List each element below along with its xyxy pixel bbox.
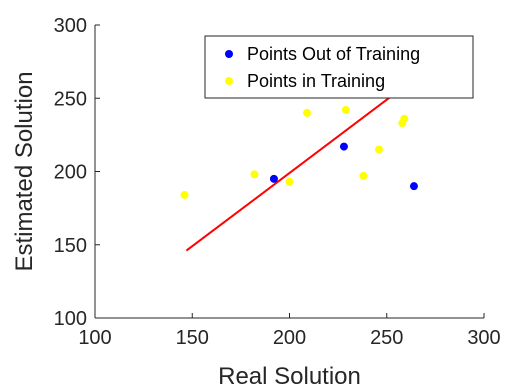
legend-marker [225,50,233,58]
legend-label: Points Out of Training [247,44,420,64]
legend-marker [225,77,233,85]
scatter-point [400,114,409,123]
x-axis-label: Real Solution [218,363,361,387]
scatter-point [303,108,312,117]
scatter-point [250,170,259,179]
scatter-point [285,177,294,186]
series-in-training [180,105,409,199]
y-tick-label: 100 [54,308,87,330]
y-axis-label: Estimated Solution [11,71,38,271]
x-tick-label: 150 [176,327,209,349]
axis-labels: Real Solution Estimated Solution [11,71,361,387]
axes: 100 150 200 250 300 100 150 200 250 300 [54,15,501,349]
points-layer [180,105,418,199]
x-tick-label: 250 [370,327,403,349]
legend-label: Points in Training [247,71,385,91]
scatter-point [339,142,348,151]
scatter-point [374,145,383,154]
scatter-point [341,105,350,114]
scatter-point [359,171,368,180]
x-tick-label: 100 [78,327,111,349]
scatter-point [180,190,189,199]
y-tick-label: 250 [54,88,87,110]
y-tick-label: 300 [54,15,87,37]
scatter-point [269,174,278,183]
scatter-point [409,182,418,191]
fit-line-layer [185,91,398,252]
y-tick-label: 150 [54,235,87,257]
legend: Points Out of Training Points in Training [204,35,474,99]
x-tick-label: 300 [467,327,500,349]
legend-box [204,35,474,99]
y-tick-label: 200 [54,162,87,184]
series-out-of-training [269,142,418,191]
fit-line [185,91,398,252]
x-tick-label: 200 [273,327,306,349]
